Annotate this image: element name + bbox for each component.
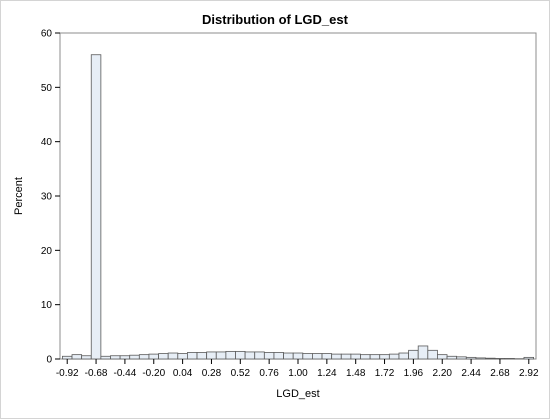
y-tick-label: 50 <box>41 83 53 94</box>
y-tick-label: 0 <box>46 355 52 366</box>
x-tick-label: 2.92 <box>519 368 539 379</box>
x-tick-label: 1.72 <box>375 368 395 379</box>
histogram-bar <box>465 356 477 360</box>
histogram-bar <box>71 354 83 360</box>
histogram-bar <box>283 352 294 360</box>
histogram-bar <box>148 353 159 360</box>
histogram-bar <box>138 354 150 360</box>
x-tick-label: 1.96 <box>404 368 424 379</box>
y-axis: 0 10 20 30 40 50 60 <box>41 29 60 366</box>
histogram-bar <box>302 353 313 360</box>
x-tick-label: 2.44 <box>461 368 481 379</box>
histogram-bar <box>360 354 371 360</box>
y-tick-label: 30 <box>41 192 53 203</box>
histogram-bar <box>273 352 284 360</box>
x-axis-label: LGD_est <box>276 388 319 400</box>
x-tick-label: 0.04 <box>173 368 193 379</box>
histogram-bar <box>225 350 236 360</box>
y-tick-label: 20 <box>41 246 53 257</box>
histogram-bar <box>340 353 352 360</box>
histogram-bar <box>292 352 304 360</box>
histogram-bar <box>388 353 400 360</box>
x-tick-label: 0.76 <box>259 368 279 379</box>
x-tick-label: -0.68 <box>85 368 108 379</box>
histogram-bar <box>90 54 102 360</box>
x-tick-label: -0.44 <box>114 368 137 379</box>
histogram-bar <box>456 356 467 360</box>
histogram-bar <box>196 352 208 360</box>
histogram-bar <box>110 355 121 360</box>
histogram-bar <box>350 353 361 360</box>
histogram-bar <box>427 349 438 360</box>
histogram-bar <box>408 349 419 360</box>
histogram-bar <box>437 354 448 360</box>
histogram-bar <box>331 353 342 360</box>
histogram-bar <box>206 351 217 360</box>
chart-title: Distribution of LGD_est <box>202 12 348 27</box>
histogram-bar <box>475 357 486 360</box>
histogram-bar <box>235 350 246 360</box>
histogram-bar <box>263 352 275 360</box>
histogram-bar <box>254 351 265 360</box>
histogram-bar <box>81 355 92 360</box>
histogram-bar <box>119 355 131 360</box>
y-tick-label: 10 <box>41 300 53 311</box>
histogram-bar <box>187 352 198 360</box>
x-tick-label: 1.48 <box>346 368 366 379</box>
x-tick-label: -0.20 <box>142 368 165 379</box>
histogram-bar <box>129 354 140 360</box>
histogram-bar <box>215 351 227 360</box>
y-axis-label: Percent <box>13 177 25 215</box>
x-tick-label: 0.52 <box>231 368 251 379</box>
histogram-bar <box>379 354 390 360</box>
x-tick-label: 2.68 <box>490 368 510 379</box>
x-tick-label: 1.24 <box>317 368 337 379</box>
histogram-bar <box>167 352 179 360</box>
histogram-bar <box>523 356 534 360</box>
histogram-bar <box>244 351 256 360</box>
histogram-bar <box>494 358 506 360</box>
histogram-bar <box>62 355 73 360</box>
plot-area <box>59 32 537 360</box>
histogram-bar <box>417 345 429 360</box>
x-axis: -0.92 -0.68 -0.44 -0.20 0.04 0.28 0.52 0.76 1.00… <box>56 359 539 379</box>
histogram-bar <box>504 358 515 360</box>
x-tick-label: 2.20 <box>433 368 453 379</box>
histogram-bar <box>398 352 409 360</box>
histogram-bar <box>312 353 323 360</box>
histogram-bar <box>369 354 381 360</box>
histogram-bar <box>321 353 333 360</box>
histogram-bar <box>158 353 169 360</box>
histogram-bar <box>177 353 188 360</box>
histogram-bar <box>100 355 111 360</box>
histogram-bar <box>485 357 496 360</box>
histogram-bar <box>446 355 458 360</box>
x-tick-label: 0.28 <box>202 368 222 379</box>
y-tick-label: 60 <box>41 29 53 40</box>
y-tick-label: 40 <box>41 137 53 148</box>
x-tick-label: -0.92 <box>56 368 79 379</box>
x-tick-label: 1.00 <box>288 368 308 379</box>
